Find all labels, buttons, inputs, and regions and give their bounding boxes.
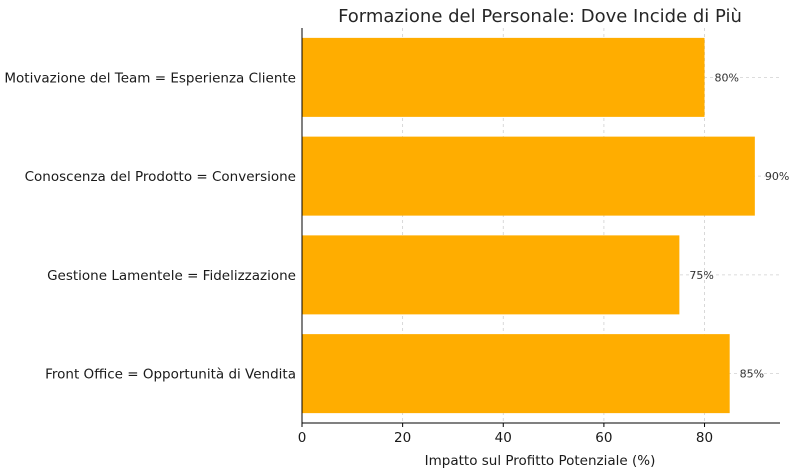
bar-value-label: 85% xyxy=(740,368,764,381)
data-labels: 80% 90% 75% 85% xyxy=(689,71,789,380)
x-tick-label: 60 xyxy=(595,430,612,446)
bar-value-label: 75% xyxy=(689,269,713,282)
category-label: Motivazione del Team = Esperienza Client… xyxy=(4,70,296,86)
bar-value-label: 90% xyxy=(765,170,789,183)
category-labels: Motivazione del Team = Esperienza Client… xyxy=(4,70,296,382)
x-ticks: 0 20 40 60 80 xyxy=(298,423,713,446)
category-label: Front Office = Opportunità di Vendita xyxy=(45,367,296,383)
x-tick-label: 20 xyxy=(394,430,411,446)
category-label: Conoscenza del Prodotto = Conversione xyxy=(25,169,296,185)
bar xyxy=(302,136,755,216)
x-tick-label: 40 xyxy=(495,430,512,446)
bar xyxy=(302,37,705,117)
x-tick-label: 80 xyxy=(696,430,713,446)
bar xyxy=(302,235,680,315)
bar-value-label: 80% xyxy=(715,71,739,84)
chart-title: Formazione del Personale: Dove Incide di… xyxy=(338,6,742,27)
bar xyxy=(302,334,730,414)
x-axis-label: Impatto sul Profitto Potenziale (%) xyxy=(425,453,656,469)
axes xyxy=(301,28,780,424)
category-label: Gestione Lamentele = Fidelizzazione xyxy=(47,268,296,284)
bars xyxy=(302,37,755,414)
x-tick-label: 0 xyxy=(298,430,307,446)
